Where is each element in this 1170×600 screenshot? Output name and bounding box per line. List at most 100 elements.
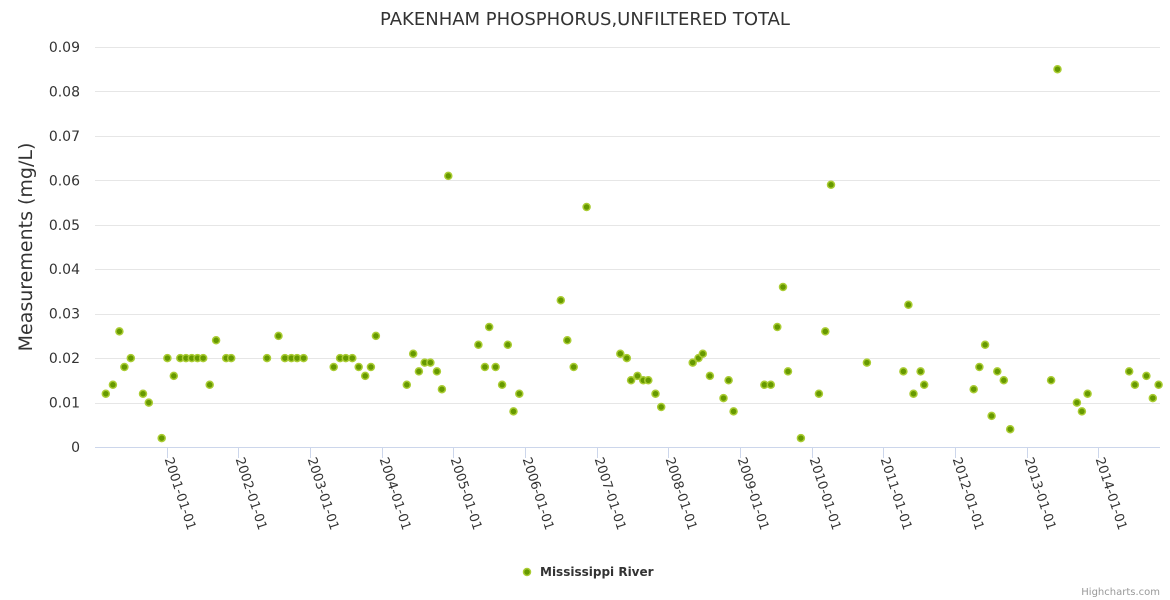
data-point[interactable]: [698, 349, 708, 358]
data-point[interactable]: [120, 362, 129, 372]
data-point[interactable]: [1072, 398, 1082, 407]
data-point[interactable]: [1077, 407, 1087, 416]
credits-link[interactable]: Highcharts.com: [1081, 587, 1160, 598]
data-point[interactable]: [993, 367, 1002, 376]
data-point[interactable]: [766, 380, 776, 390]
data-point[interactable]: [402, 380, 412, 390]
data-point[interactable]: [497, 380, 507, 390]
data-point[interactable]: [484, 322, 494, 332]
data-point[interactable]: [626, 376, 636, 385]
data-point[interactable]: [360, 371, 370, 381]
data-point[interactable]: [1053, 64, 1062, 74]
data-point[interactable]: [814, 389, 824, 398]
data-point[interactable]: [444, 171, 453, 181]
series-mississippi-river: [101, 64, 1163, 443]
data-point[interactable]: [987, 411, 996, 421]
data-point[interactable]: [909, 389, 918, 398]
data-point[interactable]: [975, 362, 984, 372]
data-point[interactable]: [1148, 393, 1158, 403]
data-point[interactable]: [426, 358, 435, 367]
data-point[interactable]: [1130, 380, 1140, 390]
legend-item-label[interactable]: Mississippi River: [540, 565, 654, 579]
data-point[interactable]: [616, 349, 625, 358]
data-point[interactable]: [169, 371, 179, 381]
data-point[interactable]: [480, 362, 490, 372]
x-tick-label: 2009-01-01: [734, 456, 772, 532]
x-tick-label: 2012-01-01: [949, 456, 987, 532]
data-point[interactable]: [366, 362, 376, 372]
data-point[interactable]: [414, 367, 424, 376]
data-point[interactable]: [582, 202, 591, 212]
data-point[interactable]: [821, 327, 830, 336]
data-point[interactable]: [491, 362, 500, 372]
data-point[interactable]: [198, 353, 208, 363]
data-point[interactable]: [569, 362, 578, 372]
data-point[interactable]: [329, 362, 338, 372]
x-tick-label: 2010-01-01: [806, 456, 844, 532]
data-point[interactable]: [348, 353, 357, 363]
data-point[interactable]: [437, 384, 447, 394]
data-point[interactable]: [656, 402, 666, 412]
data-point[interactable]: [969, 384, 978, 394]
data-point[interactable]: [999, 376, 1009, 385]
data-point[interactable]: [724, 376, 733, 385]
data-point[interactable]: [1154, 380, 1163, 390]
data-point[interactable]: [1005, 424, 1015, 434]
data-point[interactable]: [371, 331, 381, 341]
y-axis-title: Measurements (mg/L): [15, 143, 37, 352]
data-point[interactable]: [503, 340, 513, 350]
y-tick-label: 0.06: [49, 173, 80, 189]
data-point[interactable]: [729, 407, 738, 416]
x-tick-label: 2007-01-01: [591, 456, 629, 532]
data-point[interactable]: [1046, 376, 1056, 385]
data-point[interactable]: [916, 367, 925, 376]
data-point[interactable]: [226, 353, 236, 363]
data-point[interactable]: [126, 353, 136, 363]
data-point[interactable]: [262, 353, 272, 363]
data-point[interactable]: [719, 393, 728, 403]
data-point[interactable]: [274, 331, 283, 341]
data-point[interactable]: [108, 380, 118, 390]
data-point[interactable]: [1142, 371, 1151, 381]
data-point[interactable]: [633, 371, 642, 381]
legend-marker: [522, 567, 532, 577]
data-point[interactable]: [474, 340, 483, 350]
data-point[interactable]: [778, 282, 788, 292]
data-point[interactable]: [688, 358, 697, 367]
data-point[interactable]: [904, 300, 913, 310]
legend[interactable]: Mississippi River: [522, 565, 654, 579]
data-point[interactable]: [773, 322, 782, 332]
x-tick-label: 2011-01-01: [877, 456, 915, 532]
data-point[interactable]: [115, 327, 124, 336]
data-point[interactable]: [509, 407, 518, 416]
data-point[interactable]: [515, 389, 524, 398]
data-point[interactable]: [432, 367, 442, 376]
data-point[interactable]: [644, 376, 653, 385]
data-point[interactable]: [101, 389, 111, 398]
data-point[interactable]: [1083, 389, 1092, 398]
data-point[interactable]: [157, 433, 166, 443]
data-point[interactable]: [651, 389, 660, 398]
data-point[interactable]: [205, 380, 214, 390]
data-point[interactable]: [980, 340, 990, 350]
data-point[interactable]: [919, 380, 929, 390]
data-point[interactable]: [783, 367, 793, 376]
data-point[interactable]: [1124, 367, 1134, 376]
data-point[interactable]: [354, 362, 363, 372]
data-point[interactable]: [408, 349, 418, 358]
data-point[interactable]: [163, 353, 172, 363]
y-axis-tick-labels: 0 0.01 0.02 0.03 0.04 0.05 0.06 0.07 0.08 0.09: [49, 40, 80, 456]
data-point[interactable]: [299, 353, 308, 363]
data-point[interactable]: [563, 336, 572, 345]
data-point[interactable]: [862, 358, 872, 367]
data-point[interactable]: [705, 371, 715, 381]
data-point[interactable]: [138, 389, 148, 398]
data-point[interactable]: [211, 336, 221, 345]
data-point[interactable]: [899, 367, 908, 376]
data-point[interactable]: [796, 433, 806, 443]
data-point[interactable]: [144, 398, 154, 407]
data-point[interactable]: [622, 353, 632, 363]
data-point[interactable]: [826, 180, 836, 190]
data-point[interactable]: [556, 296, 566, 305]
